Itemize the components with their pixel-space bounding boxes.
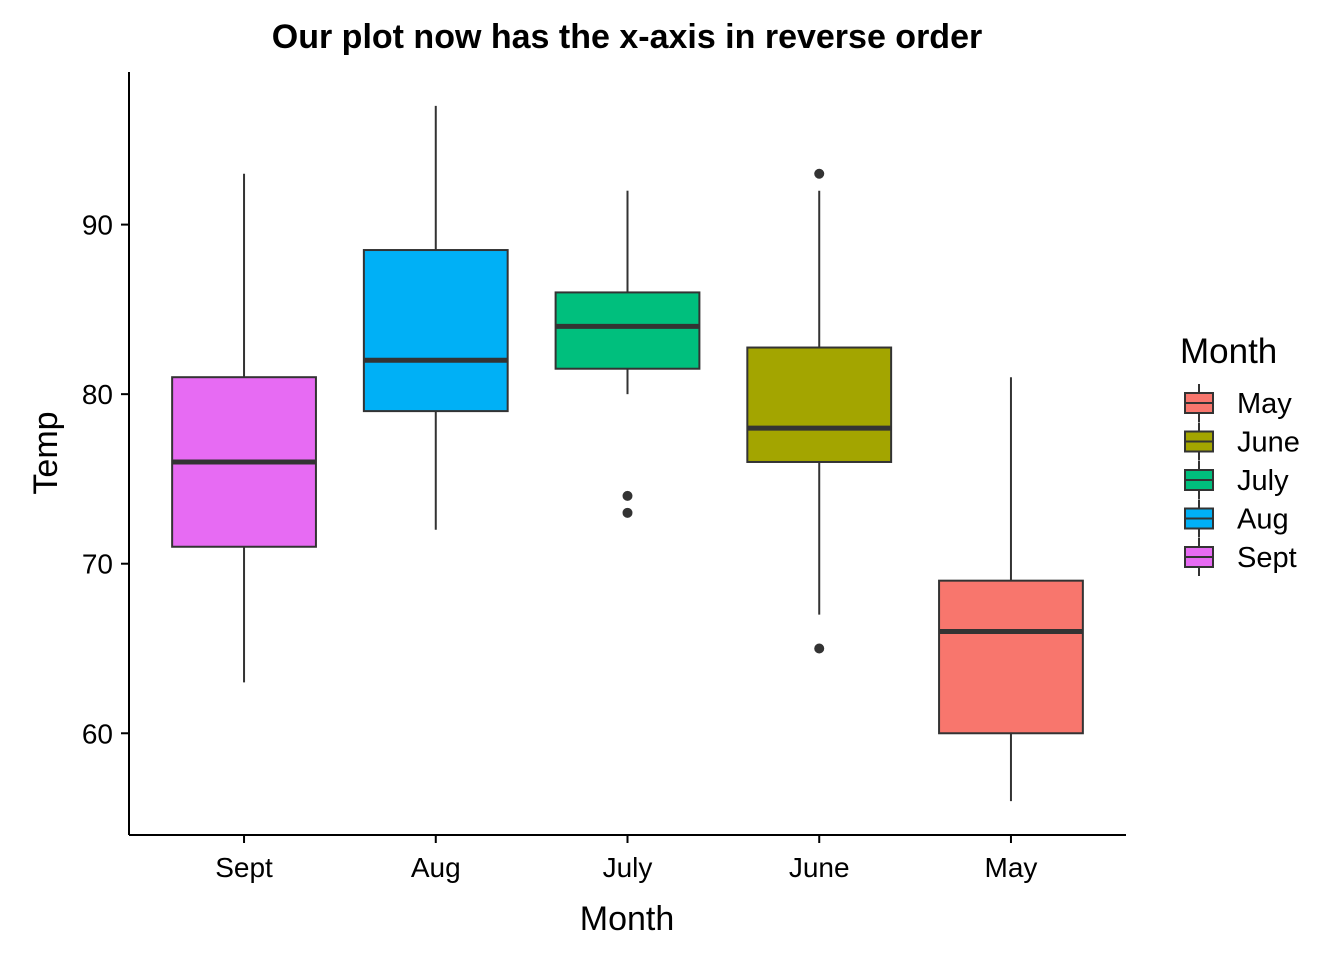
y-axis-ticks: 60 70 80 90	[82, 210, 129, 749]
legend-label: May	[1237, 388, 1292, 420]
x-tick-label: May	[985, 852, 1038, 883]
box-body	[554, 291, 701, 370]
box-body	[362, 249, 509, 413]
legend-items: May June July Aug Sept	[1184, 384, 1300, 576]
x-axis-title: Month	[580, 900, 675, 938]
legend-label: July	[1237, 465, 1289, 497]
plot-area	[171, 105, 1084, 802]
box-sept	[171, 173, 317, 683]
x-axis-ticks: Sept Aug July June May	[215, 835, 1037, 883]
outlier-point	[814, 168, 825, 179]
y-axis-title: Temp	[27, 411, 65, 494]
legend-item-may: May	[1184, 384, 1292, 422]
y-tick-label: 60	[82, 718, 113, 749]
box-june	[746, 168, 893, 654]
box-july	[554, 190, 701, 518]
box-may	[938, 377, 1084, 802]
box-body	[938, 579, 1084, 735]
legend-item-july: July	[1184, 461, 1289, 499]
legend-label: June	[1237, 427, 1300, 459]
legend: Month May June July Aug Sept	[1180, 332, 1300, 576]
legend-item-june: June	[1184, 422, 1300, 461]
box-body	[746, 346, 893, 463]
x-tick-label: July	[603, 852, 653, 883]
outlier-point	[814, 643, 825, 654]
legend-item-aug: Aug	[1184, 499, 1289, 538]
y-tick-label: 80	[82, 379, 113, 410]
y-tick-label: 90	[82, 210, 113, 241]
legend-item-sept: Sept	[1184, 538, 1297, 576]
y-tick-label: 70	[82, 549, 113, 580]
box-aug	[362, 105, 509, 530]
x-tick-label: Sept	[215, 852, 273, 883]
legend-label: Aug	[1237, 504, 1289, 536]
outlier-point	[622, 507, 633, 518]
x-tick-label: Aug	[411, 852, 461, 883]
chart-title: Our plot now has the x-axis in reverse o…	[272, 18, 982, 56]
legend-title: Month	[1180, 332, 1277, 371]
x-tick-label: June	[789, 852, 850, 883]
legend-label: Sept	[1237, 542, 1297, 574]
outlier-point	[622, 490, 633, 501]
